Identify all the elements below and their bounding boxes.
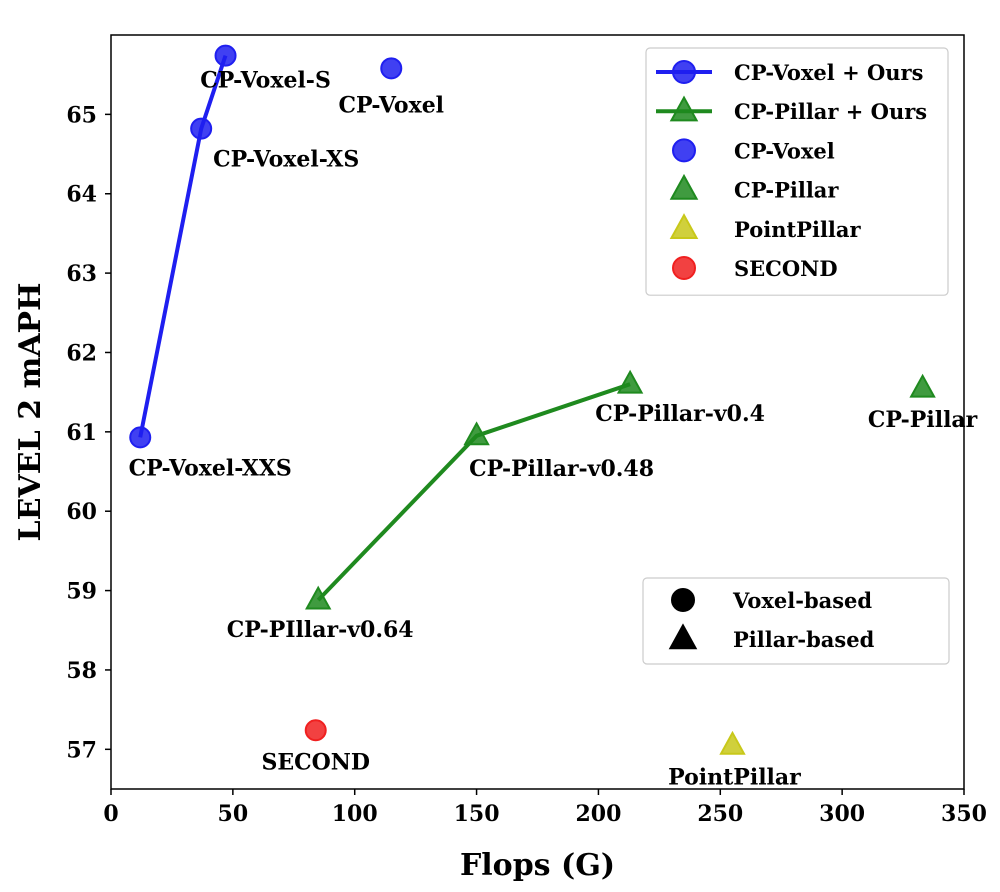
data-point [719, 730, 746, 755]
y-axis-label: LEVEL 2 mAPH [13, 283, 48, 542]
y-tick-label: 64 [66, 182, 97, 208]
data-point [380, 57, 403, 80]
plot-frame [110, 34, 965, 790]
point-label: CP-Voxel [338, 92, 444, 118]
legend-marker [669, 95, 699, 122]
legend-label: CP-Voxel [734, 138, 835, 163]
x-tick-label: 300 [819, 801, 865, 827]
legend-label: CP-Pillar + Ours [734, 99, 927, 124]
legend-label: CP-Voxel + Ours [734, 60, 923, 85]
y-tick-label: 62 [66, 340, 97, 366]
legend-marker [669, 213, 699, 239]
y-tick-label: 59 [66, 579, 97, 605]
point-label: CP-Voxel-XXS [129, 455, 292, 481]
y-tick-label: 57 [66, 737, 97, 763]
legend-marker [672, 138, 696, 163]
series-line [316, 382, 631, 602]
data-point [616, 369, 644, 394]
shape-legend-marker [668, 623, 698, 650]
x-tick-label: 200 [575, 801, 621, 827]
y-tick-label: 61 [66, 420, 97, 446]
series-line [138, 54, 228, 438]
legend-marker [672, 256, 696, 280]
x-tick-label: 350 [941, 801, 987, 827]
y-tick-label: 60 [66, 499, 97, 525]
shape-legend-label: Voxel-based [732, 588, 872, 613]
point-label: CP-PIllar-v0.64 [227, 617, 414, 643]
point-label: PointPillar [668, 764, 801, 790]
shape-legend-label: Pillar-based [733, 627, 875, 652]
y-tick-label: 65 [66, 102, 97, 128]
data-point [190, 117, 213, 140]
point-label: CP-Voxel-XS [213, 147, 359, 173]
point-label: CP-Pillar-v0.4 [595, 401, 765, 427]
data-point [304, 719, 327, 742]
point-label: CP-Pillar-v0.48 [469, 456, 654, 482]
point-label: CP-Voxel-S [200, 68, 331, 94]
legend-marker [669, 173, 699, 200]
x-tick-label: 0 [103, 801, 118, 827]
x-tick-label: 50 [218, 801, 249, 827]
data-point [214, 44, 237, 67]
data-point [909, 373, 936, 398]
x-tick-label: 250 [697, 801, 743, 827]
x-tick-label: 100 [332, 801, 378, 827]
point-label: CP-Pillar [868, 407, 978, 433]
legend-label: PointPillar [734, 217, 862, 242]
shape-legend-marker [671, 588, 695, 612]
point-label: SECOND [261, 749, 370, 775]
data-point [463, 421, 490, 446]
data-point [129, 426, 152, 449]
legend-box [645, 47, 949, 296]
y-tick-label: 58 [66, 658, 97, 684]
x-axis-label: Flops (G) [460, 848, 615, 883]
y-tick-label: 63 [66, 261, 97, 287]
shape-legend-box [642, 577, 950, 665]
legend-marker [672, 60, 696, 84]
data-point [305, 585, 332, 610]
legend-label: CP-Pillar [734, 178, 839, 203]
x-tick-label: 150 [454, 801, 500, 827]
legend-label: SECOND [734, 256, 838, 281]
